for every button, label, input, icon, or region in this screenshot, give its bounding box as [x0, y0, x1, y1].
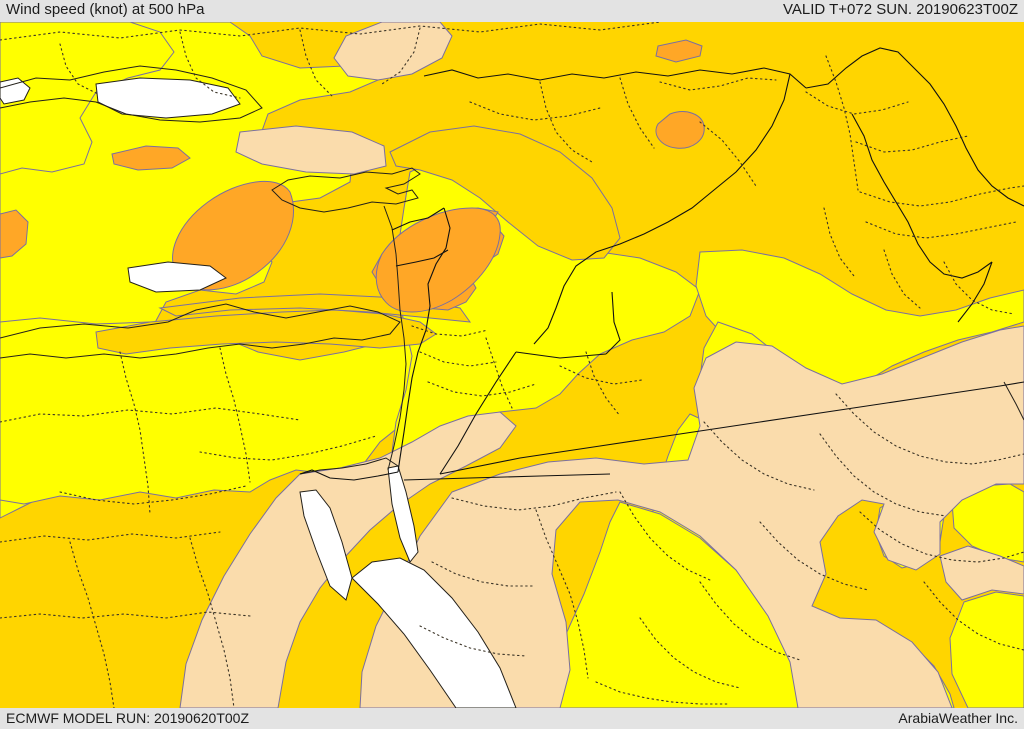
model-run-label: ECMWF MODEL RUN: 20190620T00Z	[6, 710, 249, 726]
contour-band-orange	[0, 39, 705, 313]
country-borders	[299, 47, 1024, 481]
header-bar: Wind speed (knot) at 500 hPa VALID T+072…	[0, 0, 1024, 22]
valid-time-label: VALID T+072 SUN. 20190623T00Z	[782, 1, 1018, 18]
page-title: Wind speed (knot) at 500 hPa	[6, 1, 205, 18]
coastlines	[0, 65, 1024, 475]
province-borders	[0, 22, 1024, 708]
map-canvas[interactable]	[0, 22, 1024, 708]
attribution-label: ArabiaWeather Inc.	[898, 710, 1018, 726]
footer-bar: ECMWF MODEL RUN: 20190620T00Z ArabiaWeat…	[0, 708, 1024, 729]
contour-band-peach	[179, 22, 1024, 708]
map-svg	[0, 22, 1024, 708]
